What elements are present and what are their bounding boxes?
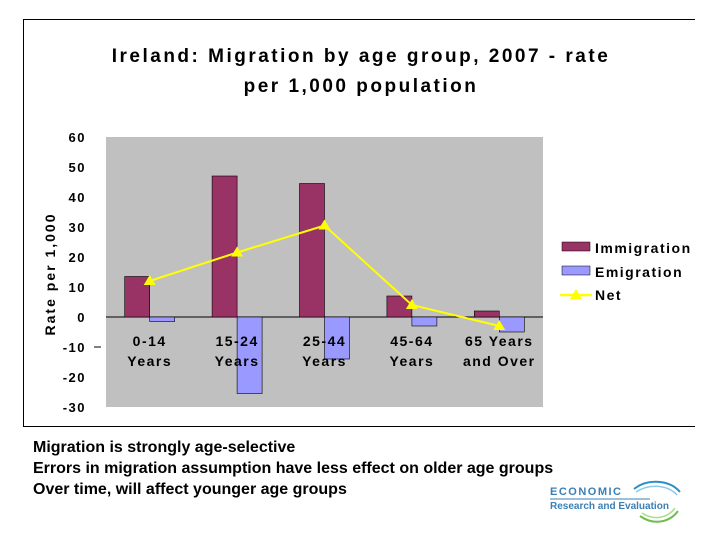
y-tick-label: -10 (63, 340, 86, 355)
legend-label-immigration: Immigration (595, 240, 692, 256)
y-axis-label: Rate per 1,000 (42, 213, 58, 336)
category-label-line-2: Years (389, 353, 434, 369)
net-point (318, 219, 331, 230)
net-point (405, 299, 418, 309)
category-label-line-1: 45-64 (390, 333, 433, 349)
chart: Ireland: Migration by age group, 2007 - … (42, 46, 692, 415)
economic-research-logo: ECONOMIC Research and Evaluation (550, 480, 681, 523)
y-tick-label: 10 (69, 280, 86, 295)
legend: Immigration Emigration Net (560, 240, 692, 303)
net-point (493, 320, 506, 330)
category-label-line-1: 25-44 (303, 333, 346, 349)
bar-immigration (473, 310, 500, 318)
bar-emigration (149, 316, 175, 322)
category-label-line-2: Years (215, 353, 260, 369)
bar-emigration (324, 316, 350, 360)
bars (124, 175, 525, 394)
net-point (143, 275, 156, 285)
note-line: Over time, will affect younger age group… (33, 481, 347, 498)
chart-title-line-2: per 1,000 population (244, 76, 479, 97)
bar-emigration (236, 316, 263, 394)
net-series (143, 219, 506, 330)
y-tick-label: 40 (69, 190, 86, 205)
note-line: Errors in migration assumption have less… (33, 460, 554, 477)
y-tick-label: -20 (63, 370, 86, 385)
y-tick-label: -30 (63, 400, 86, 415)
y-tick-label: 50 (69, 160, 86, 175)
net-point (231, 246, 244, 257)
chart-title-line-1: Ireland: Migration by age group, 2007 - … (112, 46, 611, 67)
legend-swatch-emigration (561, 265, 591, 276)
category-label-line-1: 0-14 (133, 333, 167, 349)
y-tick-label: 30 (69, 220, 86, 235)
bar-immigration (299, 183, 325, 318)
y-tick-label: 0 (77, 310, 86, 325)
bar-emigration (411, 316, 438, 327)
note-line: Migration is strongly age-selective (33, 439, 296, 456)
category-label-line-1: 15-24 (215, 333, 258, 349)
category-label-line-2: and Over (463, 353, 536, 369)
logo-text-economic: ECONOMIC (550, 486, 623, 498)
legend-swatch-immigration (561, 241, 591, 252)
category-label-line-2: Years (302, 353, 347, 369)
legend-label-emigration: Emigration (595, 264, 683, 280)
legend-marker-net (570, 289, 582, 299)
category-labels: 0-14 Years 15-24 Years 25-44 Years 45-64 Years 6… (127, 333, 536, 369)
y-tick-label: 60 (69, 130, 86, 145)
y-tick-label: 20 (69, 250, 86, 265)
category-label-line-1: 65 Years (465, 333, 534, 349)
category-label-line-2: Years (127, 353, 172, 369)
notes: Migration is strongly age-selective Erro… (33, 437, 673, 500)
logo-text-research: Research and Evaluation (550, 501, 669, 512)
chart-frame: Ireland: Migration by age group, 2007 - … (23, 19, 695, 427)
legend-label-net: Net (595, 287, 622, 303)
y-tick-labels: 60 50 40 30 20 10 0 -10 -20 -30 (63, 130, 101, 415)
bar-immigration (211, 175, 238, 318)
